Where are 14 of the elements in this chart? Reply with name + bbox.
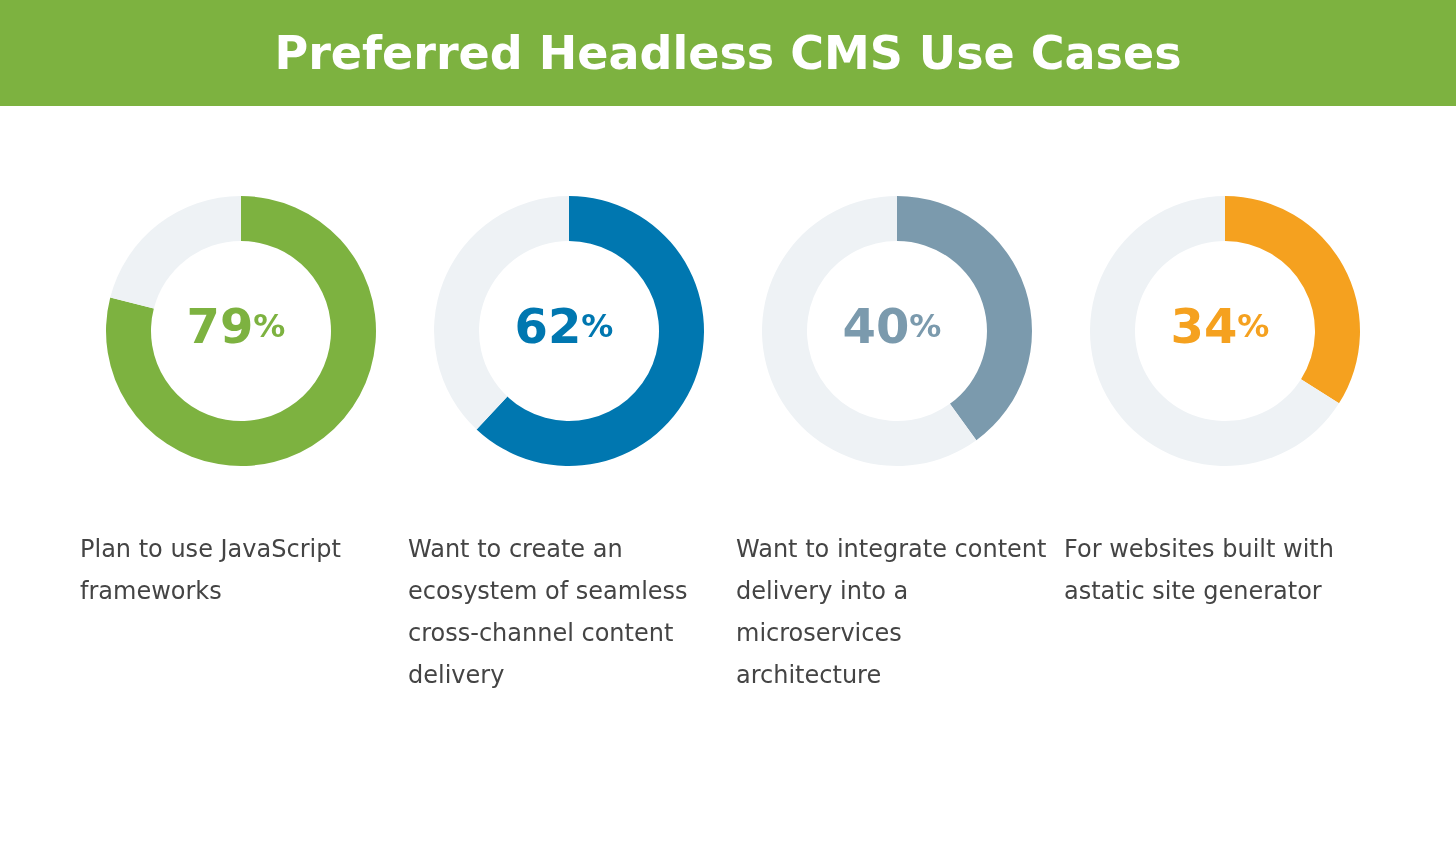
donut-slice [1090, 196, 1339, 466]
text: 62% [514, 298, 614, 354]
donut-slice [110, 196, 241, 309]
text: Preferred Headless CMS Use Cases [0, 0, 1456, 106]
donut-slice [476, 196, 704, 466]
text: Want to integrate content delivery into a microservices architecture [736, 534, 1048, 691]
text: 79% [186, 298, 286, 354]
text: For websites built with astatic site generator [1064, 534, 1335, 607]
donut-slice [106, 196, 376, 466]
text: 40% [842, 298, 942, 354]
text: Want to create an ecosystem of seamless cross-channel content delivery [408, 534, 689, 691]
text: 34% [1170, 298, 1270, 354]
donut-slice [762, 196, 977, 466]
text: Plan to use JavaScript frameworks [80, 534, 342, 607]
